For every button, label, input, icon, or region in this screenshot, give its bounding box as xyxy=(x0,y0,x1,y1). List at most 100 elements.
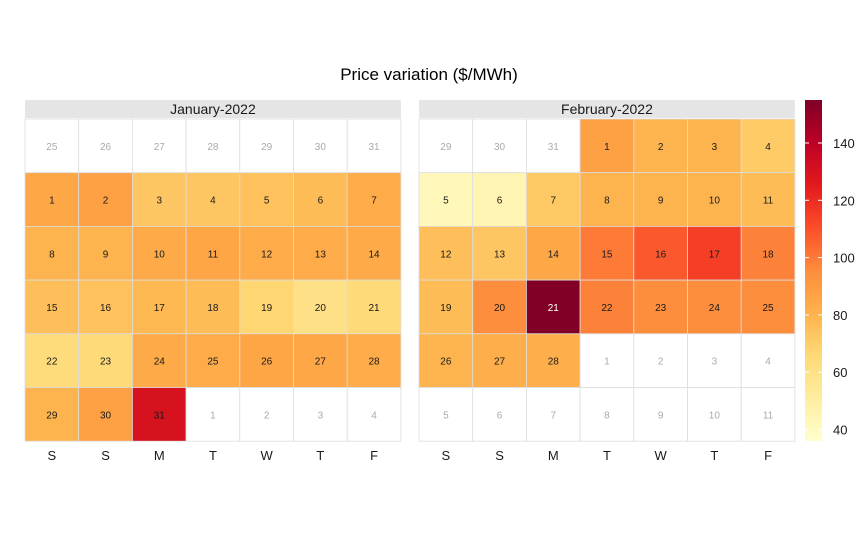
day-number: 24 xyxy=(154,357,166,368)
day-cell xyxy=(346,172,402,227)
day-number: 5 xyxy=(443,196,449,207)
day-number: 27 xyxy=(315,357,327,368)
day-number: 11 xyxy=(208,249,219,260)
day-number: 4 xyxy=(371,410,377,421)
day-number: 30 xyxy=(315,142,327,153)
day-cell xyxy=(418,225,474,281)
day-number: 12 xyxy=(440,249,452,260)
day-number: 25 xyxy=(762,303,774,314)
day-number: 10 xyxy=(709,410,721,421)
weekday-label: W xyxy=(655,448,668,463)
weekday-label: T xyxy=(603,448,611,463)
day-cell xyxy=(472,279,527,335)
day-cell xyxy=(239,225,294,281)
day-number: 30 xyxy=(100,410,112,421)
day-cell xyxy=(131,279,187,335)
day-number: 4 xyxy=(765,142,771,153)
day-cell xyxy=(78,387,133,442)
day-number: 2 xyxy=(264,410,270,421)
day-cell xyxy=(293,279,348,335)
day-number: 30 xyxy=(494,142,506,153)
day-cell xyxy=(131,333,187,388)
color-legend: 40 60 80 100 120 140 xyxy=(805,100,855,441)
day-number: 8 xyxy=(604,410,610,421)
weekday-label: S xyxy=(101,448,110,463)
day-number: 6 xyxy=(318,196,324,207)
empty-day-cell xyxy=(687,387,742,442)
day-number: 7 xyxy=(550,410,556,421)
empty-day-cell xyxy=(239,118,294,174)
day-number: 9 xyxy=(658,196,664,207)
empty-day-cell xyxy=(346,387,402,442)
day-cell xyxy=(131,387,187,442)
empty-day-cell xyxy=(293,387,348,442)
panel-strip xyxy=(419,100,795,118)
empty-day-cell xyxy=(579,387,635,442)
empty-day-cell xyxy=(687,333,742,388)
empty-day-cell xyxy=(472,118,527,174)
day-cell xyxy=(185,333,241,388)
day-number: 24 xyxy=(709,303,721,314)
day-number: 22 xyxy=(46,357,58,368)
day-cell xyxy=(346,333,402,388)
day-number: 5 xyxy=(264,196,270,207)
empty-day-cell xyxy=(472,387,527,442)
empty-day-cell xyxy=(418,387,474,442)
day-number: 11 xyxy=(763,410,774,421)
day-cell xyxy=(687,225,742,281)
empty-day-cell xyxy=(633,333,688,388)
empty-day-cell xyxy=(740,333,796,388)
day-number: 4 xyxy=(210,196,216,207)
day-number: 16 xyxy=(655,249,667,260)
day-number: 28 xyxy=(548,357,560,368)
colorbar-gradient xyxy=(805,100,822,441)
day-number: 31 xyxy=(548,142,560,153)
day-number: 1 xyxy=(210,410,216,421)
day-number: 16 xyxy=(100,303,112,314)
day-cell xyxy=(185,279,241,335)
panel-title: February-2022 xyxy=(561,101,653,117)
empty-day-cell xyxy=(579,333,635,388)
day-cell xyxy=(78,172,133,227)
day-number: 18 xyxy=(207,303,219,314)
day-number: 17 xyxy=(709,249,721,260)
day-cell xyxy=(418,333,474,388)
day-number: 27 xyxy=(494,357,506,368)
empty-day-cell xyxy=(346,118,402,174)
day-cell xyxy=(526,225,581,281)
day-number: 13 xyxy=(494,249,506,260)
day-number: 29 xyxy=(261,142,273,153)
day-number: 27 xyxy=(154,142,166,153)
empty-day-cell xyxy=(185,387,241,442)
day-number: 22 xyxy=(601,303,613,314)
colorbar-tick-label: 40 xyxy=(833,423,847,438)
day-cell xyxy=(633,225,688,281)
day-number: 26 xyxy=(261,357,273,368)
day-cell xyxy=(526,279,581,335)
day-number: 6 xyxy=(497,410,503,421)
day-number: 14 xyxy=(368,249,380,260)
day-cell xyxy=(579,225,635,281)
day-number: 2 xyxy=(103,196,109,207)
weekday-label: T xyxy=(209,448,217,463)
day-number: 23 xyxy=(100,357,112,368)
day-number: 3 xyxy=(156,196,162,207)
day-number: 4 xyxy=(765,357,771,368)
day-number: 1 xyxy=(604,142,610,153)
empty-day-cell xyxy=(418,118,474,174)
day-number: 25 xyxy=(46,142,58,153)
day-number: 7 xyxy=(550,196,556,207)
day-cell xyxy=(633,279,688,335)
colorbar-tick-label: 140 xyxy=(833,136,855,151)
panel-strip xyxy=(25,100,401,118)
panel-title: January-2022 xyxy=(170,101,256,117)
weekday-label: T xyxy=(710,448,718,463)
day-number: 7 xyxy=(371,196,377,207)
weekday-label: T xyxy=(316,448,324,463)
day-number: 1 xyxy=(604,357,610,368)
day-cell xyxy=(24,225,80,281)
day-cell xyxy=(418,172,474,227)
day-cell xyxy=(740,279,796,335)
